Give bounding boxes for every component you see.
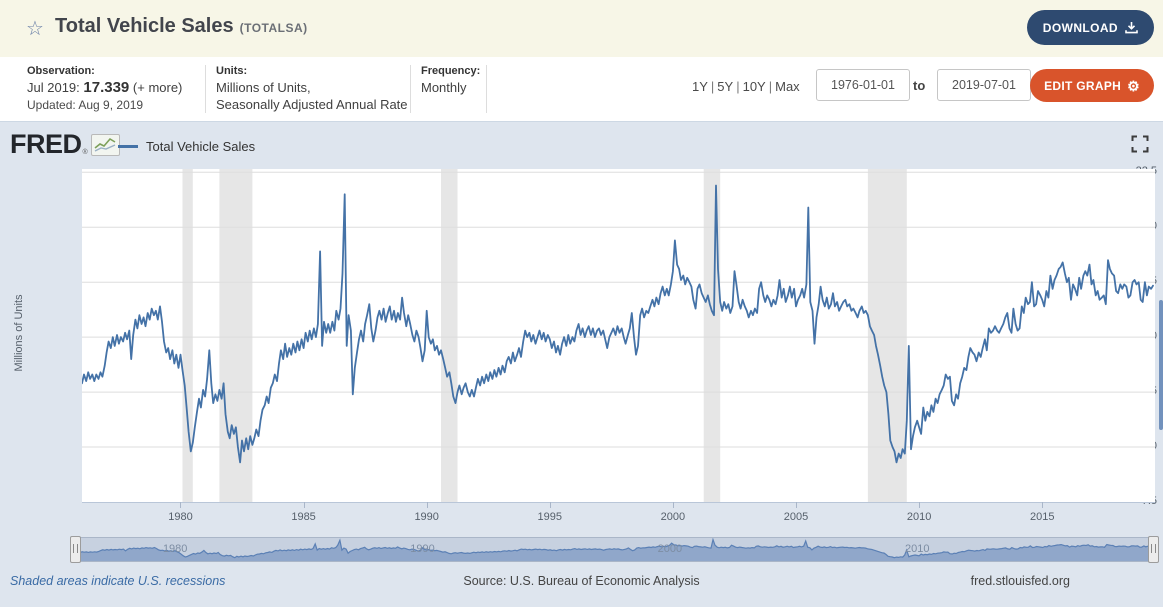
observation-block: Observation: Jul 2019: 17.339 (+ more) U… <box>27 65 182 112</box>
legend-swatch <box>118 145 138 148</box>
info-bar: Observation: Jul 2019: 17.339 (+ more) U… <box>0 57 1163 122</box>
download-label: DOWNLOAD <box>1042 20 1118 35</box>
y-axis-title: Millions of Units <box>13 294 25 372</box>
recession-note-link[interactable]: Shaded areas indicate U.S. recessions <box>10 574 226 588</box>
range-max[interactable]: Max <box>775 79 800 94</box>
edit-graph-button[interactable]: EDIT GRAPH ⚙ <box>1030 69 1154 102</box>
x-axis-tick-mark <box>672 502 674 508</box>
legend-label: Total Vehicle Sales <box>146 139 256 154</box>
divider <box>205 65 206 113</box>
x-axis-tick-label: 2010 <box>906 511 932 523</box>
edit-graph-label: EDIT GRAPH <box>1044 78 1122 93</box>
fullscreen-icon <box>1131 135 1149 153</box>
range-selector: 1Y | 5Y | 10Y | Max <box>692 79 800 94</box>
range-1y[interactable]: 1Y <box>692 79 708 94</box>
scrollbar-thumb[interactable] <box>1159 300 1163 430</box>
navigator-left-handle[interactable] <box>70 536 81 563</box>
fred-logo[interactable]: FRED ® <box>10 129 120 159</box>
source-text: Source: U.S. Bureau of Economic Analysis <box>463 574 700 588</box>
fred-site-link[interactable]: fred.stlouisfed.org <box>970 574 1070 588</box>
x-axis-tick-label: 2005 <box>783 511 809 523</box>
units-line2: Seasonally Adjusted Annual Rate <box>216 97 408 112</box>
frequency-block: Frequency: Monthly <box>421 65 480 96</box>
navigator-year-label: 2010 <box>905 543 930 555</box>
units-line1: Millions of Units, <box>216 80 311 95</box>
observation-value-line: Jul 2019: 17.339 (+ more) <box>27 79 182 96</box>
navigator-year-label: 1990 <box>410 543 435 555</box>
divider <box>410 65 411 113</box>
range-navigator[interactable]: 1980 1990 2000 2010 <box>75 537 1155 562</box>
observation-date: Jul 2019: <box>27 80 80 95</box>
date-to-input[interactable] <box>937 69 1031 101</box>
chart-container: FRED ® Total Vehicle Sales Millions of U… <box>0 122 1163 607</box>
x-axis-tick-mark <box>549 502 551 508</box>
x-axis-tick-label: 2000 <box>660 511 686 523</box>
navigator-right-handle[interactable] <box>1148 536 1159 563</box>
x-axis-tick-label: 1990 <box>414 511 439 523</box>
x-axis-tick-label: 1980 <box>168 511 193 523</box>
observation-updated: Updated: Aug 9, 2019 <box>27 98 144 112</box>
series-title: Total Vehicle Sales <box>55 15 234 37</box>
x-axis-tick-mark <box>1042 502 1044 508</box>
gear-icon: ⚙ <box>1127 77 1140 94</box>
x-axis-tick-label: 1995 <box>537 511 563 523</box>
observation-label: Observation: <box>27 65 95 77</box>
units-label: Units: <box>216 65 248 77</box>
date-from-input[interactable] <box>816 69 910 101</box>
x-axis-tick-label: 2015 <box>1029 511 1055 523</box>
units-block: Units: Millions of Units, Seasonally Adj… <box>216 65 408 113</box>
registered-mark: ® <box>82 149 88 156</box>
range-separator: | <box>710 79 715 94</box>
x-axis-tick-mark <box>426 502 428 508</box>
download-button[interactable]: DOWNLOAD <box>1026 10 1154 45</box>
observation-value: 17.339 <box>83 79 130 96</box>
x-axis-tick-label: 1985 <box>291 511 316 523</box>
date-range-to-label: to <box>913 78 926 93</box>
page-title: Total Vehicle Sales (TOTALSA) <box>55 15 308 38</box>
series-id: (TOTALSA) <box>239 21 308 35</box>
favorite-star-icon[interactable]: ☆ <box>26 18 44 40</box>
fullscreen-button[interactable] <box>1131 135 1151 155</box>
divider <box>486 65 487 113</box>
handle-grip <box>73 544 78 553</box>
range-separator: | <box>768 79 773 94</box>
handle-grip <box>1151 544 1156 553</box>
frequency-label: Frequency: <box>421 65 481 77</box>
navigator-area-svg <box>75 537 1154 561</box>
x-axis-tick-mark <box>796 502 798 508</box>
range-10y[interactable]: 10Y <box>742 79 766 94</box>
x-axis-tick-mark <box>180 502 182 508</box>
x-axis-tick-mark <box>919 502 921 508</box>
line-chart-svg <box>82 169 1155 502</box>
observation-more-link[interactable]: (+ more) <box>132 80 183 95</box>
navigator-year-label: 1980 <box>162 543 188 555</box>
page-header: ☆ Total Vehicle Sales (TOTALSA) DOWNLOAD <box>0 0 1163 57</box>
download-icon <box>1125 22 1138 34</box>
x-axis-tick-mark <box>303 502 305 508</box>
plot-area[interactable] <box>82 169 1155 503</box>
range-5y[interactable]: 5Y <box>717 79 734 94</box>
range-separator: | <box>736 79 740 94</box>
chart-legend: Total Vehicle Sales <box>118 139 255 154</box>
navigator-year-label: 2000 <box>657 543 683 555</box>
frequency-value: Monthly <box>421 80 467 95</box>
fred-wordmark: FRED <box>10 129 82 159</box>
sparkline-logo-icon <box>90 134 120 156</box>
